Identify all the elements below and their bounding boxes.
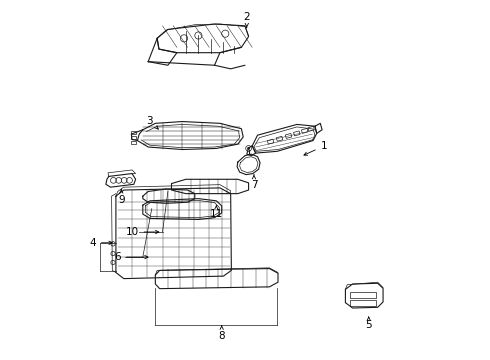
Bar [350, 292, 375, 298]
Bar [308, 126, 315, 131]
Text: 11: 11 [210, 206, 223, 219]
Text: 9: 9 [118, 189, 124, 205]
Text: 5: 5 [366, 317, 372, 330]
Circle shape [247, 147, 250, 150]
Bar [131, 136, 136, 139]
Bar [131, 131, 136, 134]
Text: 8: 8 [219, 325, 225, 341]
Text: 6: 6 [114, 252, 148, 262]
Text: 4: 4 [89, 238, 112, 248]
Bar [268, 139, 274, 144]
Text: 10: 10 [125, 227, 159, 237]
Text: 7: 7 [251, 175, 257, 190]
Text: 1: 1 [304, 141, 327, 155]
Text: 2: 2 [244, 12, 250, 27]
Bar [276, 136, 283, 141]
Bar [350, 300, 375, 306]
Bar [301, 129, 308, 134]
Bar [131, 141, 136, 144]
Bar [294, 131, 300, 136]
Text: 3: 3 [147, 116, 158, 129]
Bar [285, 134, 292, 138]
